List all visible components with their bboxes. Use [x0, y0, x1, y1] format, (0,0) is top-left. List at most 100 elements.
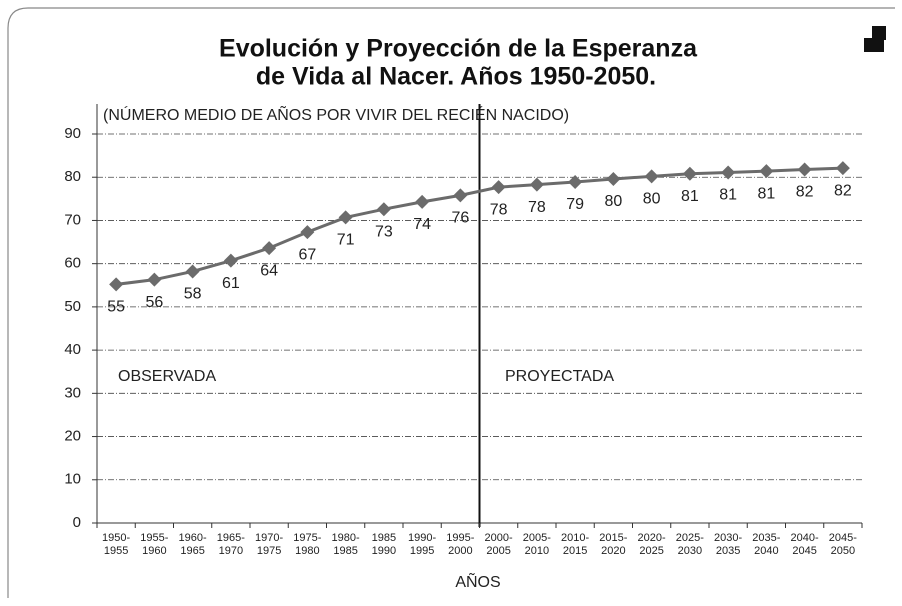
x-tick-label: 2015: [563, 545, 587, 557]
data-label: 81: [757, 185, 775, 202]
y-tick-label: 60: [64, 255, 81, 272]
x-tick-label: 1990: [372, 545, 396, 557]
x-tick-label: 1955: [104, 545, 128, 557]
marker: [300, 225, 315, 240]
x-tick-label: 2020: [601, 545, 625, 557]
x-tick-label: 2020-: [638, 532, 666, 544]
frame: [7, 7, 895, 598]
data-label: 82: [796, 184, 814, 201]
x-tick-label: 2030-: [714, 532, 742, 544]
data-label: 80: [604, 193, 622, 210]
x-tick-label: 1960: [142, 545, 166, 557]
x-tick-label: 2000-: [485, 532, 513, 544]
marker: [721, 165, 736, 180]
y-tick-label: 10: [64, 471, 81, 488]
x-tick-label: 2040: [754, 545, 778, 557]
chart-title: Evolución y Proyección de la Esperanza: [219, 35, 698, 63]
marker: [568, 174, 583, 189]
x-tick-label: 2050: [831, 545, 855, 557]
x-tick-label: 2010-: [561, 532, 589, 544]
marker: [415, 194, 430, 209]
data-label: 64: [260, 262, 278, 279]
marker: [376, 202, 391, 217]
x-tick-label: 2035: [716, 545, 740, 557]
marker: [682, 166, 697, 181]
x-tick-label: 2005: [486, 545, 510, 557]
y-tick-label: 0: [73, 514, 81, 531]
x-tick-label: 2045-: [829, 532, 857, 544]
data-label: 74: [413, 216, 431, 233]
corner-icon: [872, 26, 886, 40]
marker: [797, 162, 812, 177]
x-tick-label: 2030: [678, 545, 702, 557]
y-tick-label: 50: [64, 298, 81, 315]
marker: [109, 277, 124, 292]
x-tick-label: 2035-: [752, 532, 780, 544]
data-label: 73: [375, 223, 393, 240]
x-tick-label: 2025-: [676, 532, 704, 544]
data-label: 81: [719, 187, 737, 204]
x-tick-label: 1980: [295, 545, 319, 557]
x-tick-label: 1975-: [293, 532, 321, 544]
y-tick-label: 80: [64, 168, 81, 185]
data-label: 79: [566, 196, 584, 213]
x-tick-label: 2005-: [523, 532, 551, 544]
annotation: OBSERVADA: [118, 368, 216, 385]
data-label: 81: [681, 188, 699, 205]
x-tick-label: 1965-: [217, 532, 245, 544]
x-tick-label: 1965: [180, 545, 204, 557]
marker: [491, 180, 506, 195]
y-tick-label: 40: [64, 341, 81, 358]
x-tick-label: 1990-: [408, 532, 436, 544]
x-tick-label: 2015-: [599, 532, 627, 544]
x-tick-label: 2025: [639, 545, 663, 557]
annotation: PROYECTADA: [505, 368, 614, 385]
x-tick-label: 2045: [792, 545, 816, 557]
x-tick-label: 2000: [448, 545, 472, 557]
data-label: 82: [834, 182, 852, 199]
x-tick-label: 1985: [333, 545, 357, 557]
y-tick-label: 70: [64, 211, 81, 228]
x-tick-label: 1960-: [179, 532, 207, 544]
x-tick-label: 2040-: [791, 532, 819, 544]
corner-icon: [864, 38, 884, 52]
x-tick-label: 1995: [410, 545, 434, 557]
data-label: 78: [528, 199, 546, 216]
x-tick-label: 1995-: [446, 532, 474, 544]
x-tick-label: 1980-: [332, 532, 360, 544]
marker: [759, 164, 774, 179]
x-axis-label: AÑOS: [455, 571, 500, 591]
x-tick-label: 1955-: [140, 532, 168, 544]
marker: [262, 241, 277, 256]
data-label: 78: [490, 201, 508, 218]
data-label: 61: [222, 275, 240, 292]
data-label: 67: [298, 246, 316, 263]
x-tick-label: 1970-: [255, 532, 283, 544]
marker: [147, 272, 162, 287]
data-label: 55: [107, 299, 125, 316]
marker: [529, 177, 544, 192]
x-tick-label: 2010: [525, 545, 549, 557]
data-label: 80: [643, 191, 661, 208]
chart-title: de Vida al Nacer. Años 1950-2050.: [256, 63, 656, 91]
data-label: 58: [184, 286, 202, 303]
data-label: 71: [337, 232, 355, 249]
marker: [185, 264, 200, 279]
data-label: 76: [451, 210, 469, 227]
y-tick-label: 30: [64, 384, 81, 401]
marker: [606, 171, 621, 186]
y-tick-label: 20: [64, 428, 81, 445]
x-tick-label: 1950-: [102, 532, 130, 544]
y-tick-label: 90: [64, 125, 81, 142]
marker: [223, 253, 238, 268]
marker: [644, 169, 659, 184]
marker: [835, 161, 850, 176]
marker: [338, 210, 353, 225]
marker: [453, 188, 468, 203]
subtitle: (NÚMERO MEDIO DE AÑOS POR VIVIR DEL RECI…: [103, 104, 569, 124]
x-tick-label: 1975: [257, 545, 281, 557]
x-tick-label: 1970: [219, 545, 243, 557]
data-label: 56: [145, 294, 163, 311]
x-tick-label: 1985: [372, 532, 396, 544]
